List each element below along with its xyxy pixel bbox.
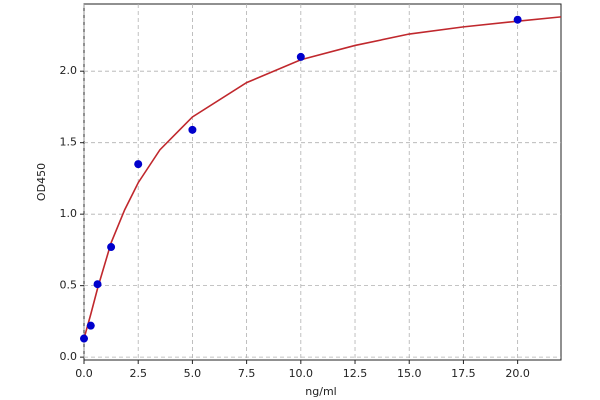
data-point xyxy=(93,280,102,289)
x-tick-label: 2.5 xyxy=(129,367,147,380)
data-point xyxy=(80,334,88,343)
x-axis-label: ng/ml xyxy=(305,385,336,398)
data-point xyxy=(513,15,522,24)
y-tick-label: 0.0 xyxy=(60,350,78,363)
x-tick-label: 20.0 xyxy=(505,367,530,380)
y-tick-label: 1.5 xyxy=(60,136,78,149)
data-point xyxy=(134,160,143,169)
fit-curve xyxy=(83,16,562,339)
x-tick-label: 10.0 xyxy=(289,367,314,380)
data-point xyxy=(86,321,95,330)
y-tick-label: 2.0 xyxy=(60,64,78,77)
x-tick-label: 7.5 xyxy=(238,367,256,380)
y-tick-label: 1.0 xyxy=(60,207,78,220)
x-tick-label: 5.0 xyxy=(184,367,202,380)
x-tick-label: 12.5 xyxy=(343,367,368,380)
x-tick-label: 15.0 xyxy=(397,367,422,380)
plot-frame xyxy=(83,3,562,361)
data-point xyxy=(188,125,197,134)
x-tick-label: 17.5 xyxy=(451,367,476,380)
y-tick-label: 0.5 xyxy=(60,279,78,292)
y-axis-label: OD450 xyxy=(35,163,48,201)
data-point xyxy=(296,52,305,61)
x-tick-label: 0.0 xyxy=(75,367,93,380)
data-point xyxy=(107,243,116,252)
